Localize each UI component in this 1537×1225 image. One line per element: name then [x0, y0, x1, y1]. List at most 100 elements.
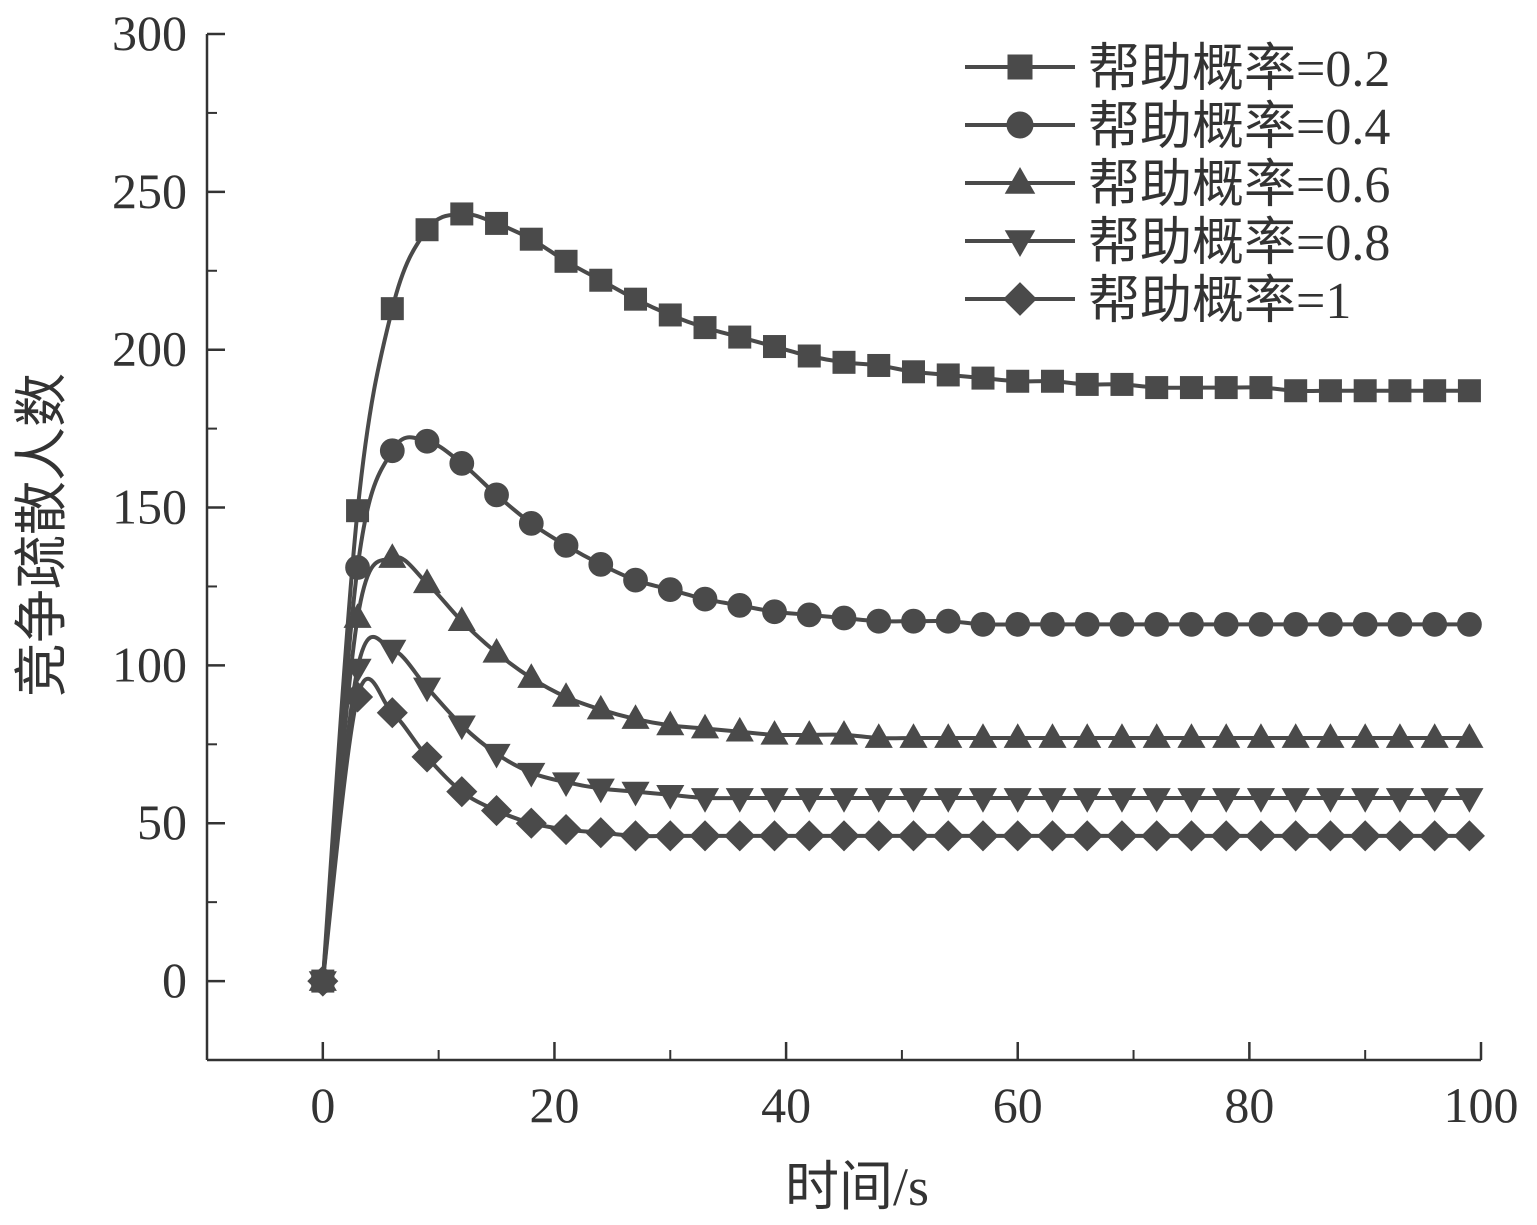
data-point	[586, 694, 615, 720]
data-point	[1210, 820, 1242, 852]
data-point	[623, 567, 648, 593]
data-point	[446, 776, 478, 808]
data-point	[1109, 611, 1135, 637]
data-point	[724, 820, 756, 852]
series-5	[307, 676, 1485, 997]
data-point	[1246, 788, 1276, 813]
data-point	[343, 603, 372, 628]
data-point	[1457, 379, 1481, 403]
data-point	[657, 577, 683, 602]
data-point	[690, 788, 720, 813]
data-point	[1457, 611, 1482, 637]
data-point	[1006, 369, 1030, 393]
data-point	[1384, 820, 1416, 852]
data-point	[795, 788, 824, 813]
data-point	[586, 778, 615, 804]
data-point	[378, 639, 407, 665]
data-point	[1005, 611, 1031, 637]
data-point	[1179, 611, 1204, 637]
data-point	[763, 335, 787, 359]
x-axis-title: 时间/s	[785, 1157, 929, 1217]
x-tick-label: 80	[1224, 1077, 1274, 1133]
data-point	[1110, 372, 1134, 396]
data-point	[554, 249, 578, 273]
data-point	[762, 599, 787, 625]
data-point	[1385, 723, 1414, 748]
data-point	[1074, 611, 1100, 637]
series-3	[308, 543, 1484, 991]
data-point	[1316, 723, 1345, 748]
data-point	[1420, 723, 1449, 748]
data-point	[450, 202, 474, 226]
data-point	[1175, 820, 1208, 852]
data-point	[484, 482, 509, 508]
data-point	[1107, 788, 1137, 813]
y-tick-label: 100	[112, 636, 187, 692]
y-axis-title: 竞争疏散人数	[12, 373, 72, 697]
data-point	[588, 551, 614, 577]
data-point	[932, 820, 964, 852]
data-point	[899, 723, 928, 748]
data-point	[1316, 788, 1345, 813]
data-point	[518, 510, 544, 536]
data-point	[1040, 369, 1064, 393]
data-point	[589, 268, 613, 292]
x-tick-label: 0	[310, 1077, 335, 1133]
data-point	[1249, 376, 1273, 400]
series-layer	[307, 202, 1485, 997]
legend-item: 帮助概率=0.8	[965, 215, 1390, 272]
data-point	[727, 593, 753, 618]
data-point	[1455, 723, 1484, 748]
data-point	[690, 713, 720, 739]
x-tick-label: 60	[993, 1077, 1043, 1133]
data-point	[654, 820, 686, 852]
data-point	[934, 788, 963, 813]
data-point	[1106, 820, 1138, 852]
data-point	[585, 817, 617, 849]
series-4	[308, 634, 1484, 996]
data-point	[449, 450, 475, 476]
legend-marker	[1004, 230, 1036, 258]
data-point	[831, 605, 857, 631]
data-point	[793, 820, 825, 852]
data-point	[728, 325, 752, 349]
data-point	[1248, 611, 1274, 637]
legend-item: 帮助概率=0.4	[965, 99, 1390, 156]
data-point	[1212, 788, 1241, 813]
data-point	[412, 568, 442, 594]
data-point	[1284, 379, 1308, 403]
data-point	[1351, 723, 1380, 748]
data-point	[1419, 820, 1451, 852]
y-tick-label: 200	[112, 321, 187, 377]
data-point	[968, 788, 998, 813]
legend-label: 帮助概率=1	[1088, 273, 1351, 330]
data-point	[517, 663, 546, 688]
data-point	[1040, 611, 1065, 637]
data-point	[866, 608, 892, 634]
data-point	[1388, 379, 1412, 403]
data-point	[482, 743, 511, 769]
data-point	[517, 762, 546, 788]
data-point	[1281, 788, 1310, 813]
data-point	[1422, 611, 1448, 637]
data-point	[1314, 820, 1346, 852]
series-line	[320, 435, 1470, 982]
data-point	[760, 788, 789, 813]
legend-label: 帮助概率=0.2	[1088, 41, 1390, 98]
legend-marker	[1003, 282, 1037, 316]
data-point	[1038, 723, 1067, 748]
legend-item: 帮助概率=0.2	[965, 41, 1390, 98]
data-point	[1142, 723, 1171, 748]
data-point	[1387, 611, 1413, 637]
legend-marker	[1006, 111, 1034, 139]
series-2	[310, 428, 1482, 994]
data-point	[621, 781, 650, 807]
data-point	[864, 723, 893, 748]
data-point	[692, 586, 718, 612]
data-point	[380, 297, 404, 321]
data-point	[1318, 611, 1343, 637]
data-point	[342, 681, 374, 713]
data-point	[1038, 788, 1067, 813]
